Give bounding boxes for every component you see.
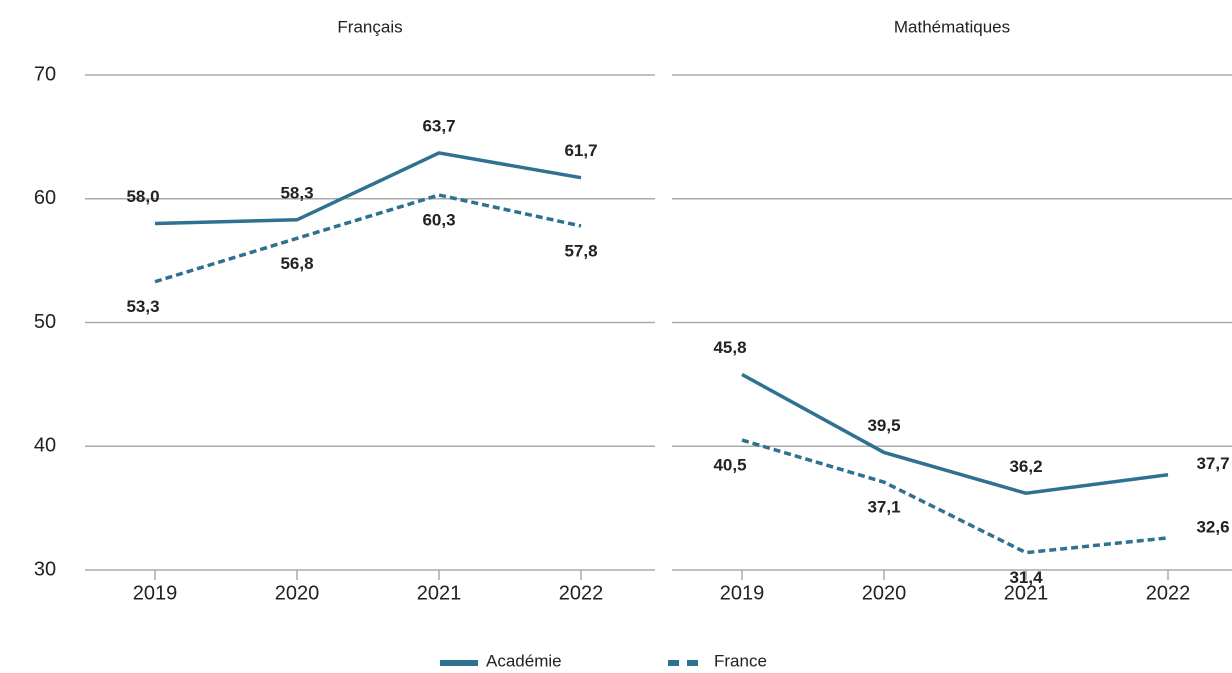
x-tick-label: 2019 <box>133 582 178 604</box>
legend-label: France <box>714 651 767 670</box>
value-label: 60,3 <box>422 211 455 230</box>
value-label: 36,2 <box>1009 457 1042 476</box>
value-label: 57,8 <box>564 241 597 260</box>
value-label: 58,0 <box>126 187 159 206</box>
series-line <box>741 372 1169 496</box>
y-tick-label: 30 <box>34 558 56 580</box>
value-label: 40,5 <box>713 456 746 475</box>
x-tick-label: 2022 <box>1146 582 1191 604</box>
x-tick-label: 2020 <box>862 582 907 604</box>
value-label: 37,7 <box>1196 454 1229 473</box>
y-tick-label: 40 <box>34 435 56 457</box>
x-tick-label: 2021 <box>1004 582 1049 604</box>
value-label: 39,5 <box>867 416 900 435</box>
y-tick-label: 70 <box>34 63 56 85</box>
value-label: 61,7 <box>564 141 597 160</box>
y-tick-label: 60 <box>34 187 56 209</box>
panel-title: Français <box>337 17 402 36</box>
legend-label: Académie <box>486 651 562 670</box>
y-tick-label: 50 <box>34 311 56 333</box>
value-label: 32,6 <box>1196 517 1229 536</box>
series-line <box>154 193 582 284</box>
series-line <box>741 438 1169 555</box>
series-line <box>154 151 582 226</box>
x-tick-label: 2021 <box>417 582 462 604</box>
value-label: 53,3 <box>126 297 159 316</box>
panel-title: Mathématiques <box>894 17 1010 36</box>
value-label: 45,8 <box>713 338 746 357</box>
x-tick-label: 2020 <box>275 582 320 604</box>
value-label: 63,7 <box>422 116 455 135</box>
value-label: 56,8 <box>280 254 313 273</box>
x-tick-label: 2022 <box>559 582 604 604</box>
value-label: 37,1 <box>867 498 900 517</box>
x-tick-label: 2019 <box>720 582 765 604</box>
value-label: 58,3 <box>280 183 313 202</box>
value-label: 31,4 <box>1009 568 1043 587</box>
